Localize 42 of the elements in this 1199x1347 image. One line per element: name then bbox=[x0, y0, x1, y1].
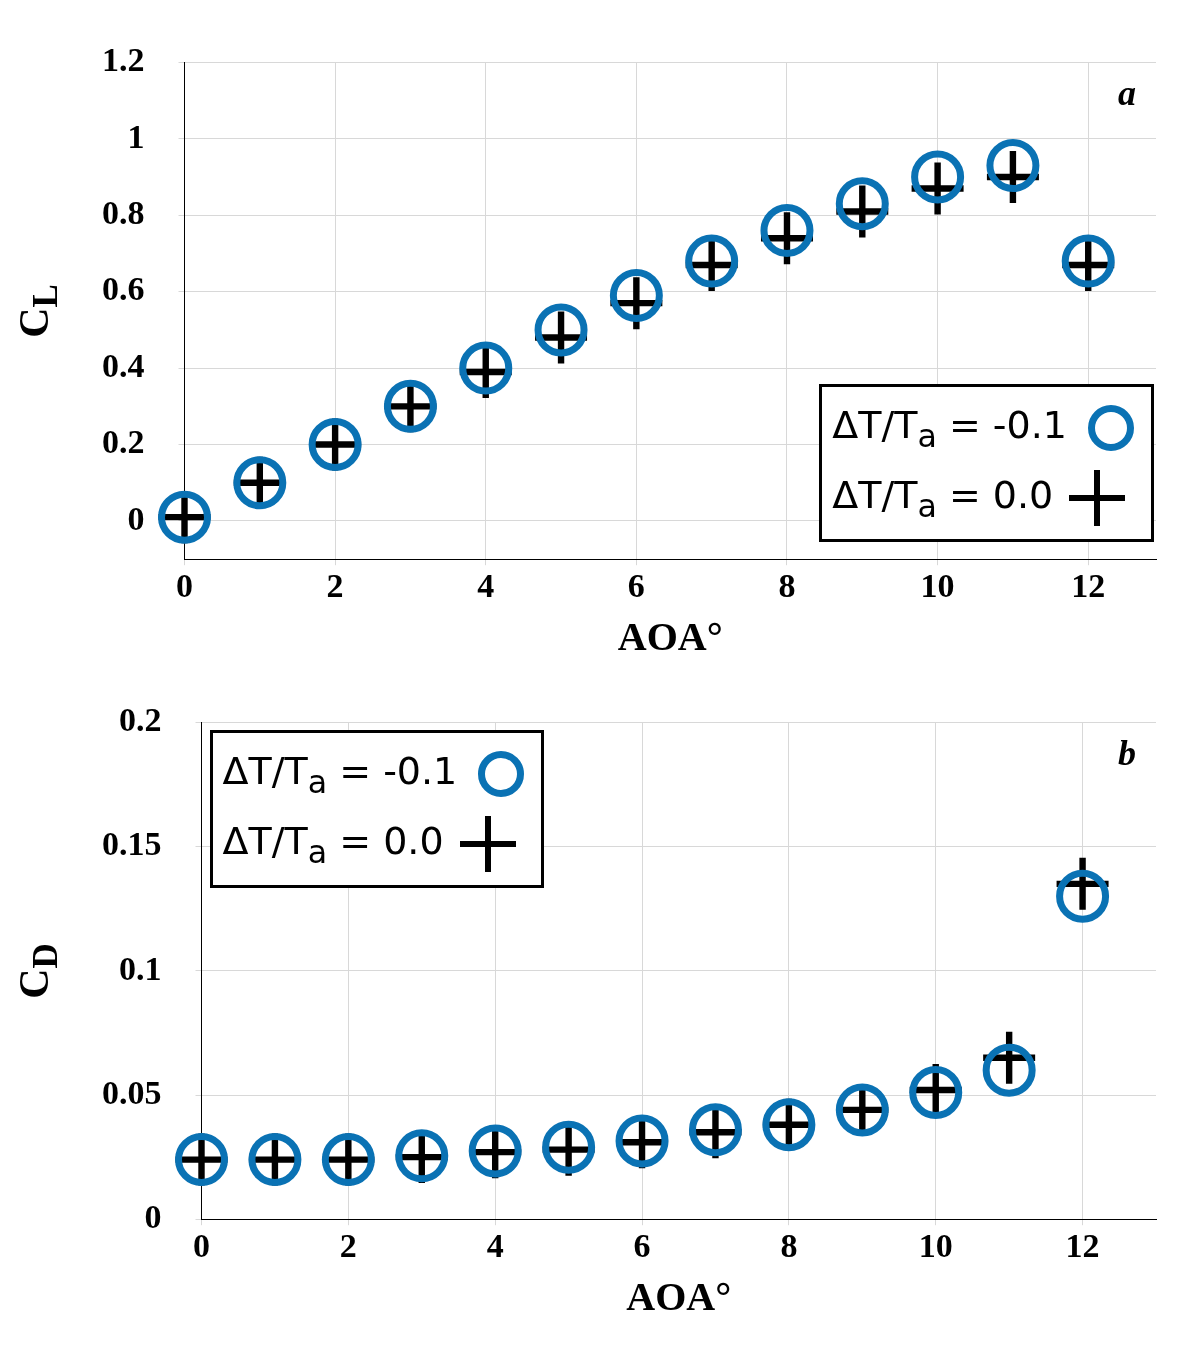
x-tick-label: 2 bbox=[326, 567, 344, 605]
point bbox=[911, 150, 965, 204]
y-tick-label: 0.15 bbox=[102, 825, 162, 863]
legend-label: ΔT/T$_{a}$ = -0.1 bbox=[832, 402, 1067, 454]
x-tick-label: 6 bbox=[633, 1227, 651, 1265]
x-tick-label: 10 bbox=[920, 567, 955, 605]
point bbox=[1056, 869, 1110, 923]
point bbox=[760, 204, 814, 258]
y-tick-label: 0 bbox=[144, 1197, 162, 1235]
point bbox=[534, 303, 588, 357]
x-tick-label: 0 bbox=[193, 1227, 210, 1265]
x-axis-title: AOA° bbox=[617, 614, 723, 660]
point bbox=[982, 1043, 1036, 1097]
legend-label: ΔT/T$_{a}$ = 0.0 bbox=[222, 819, 444, 870]
x-tick-label: 2 bbox=[339, 1227, 357, 1265]
x-axis-title: AOA° bbox=[626, 1274, 732, 1320]
legend-label: ΔT/T$_{a}$ = -0.1 bbox=[222, 749, 458, 800]
y-tick-label: 0 bbox=[127, 499, 145, 537]
x-tick-label: 4 bbox=[477, 567, 495, 605]
x-tick-label: 12 bbox=[1065, 1227, 1100, 1265]
y-tick-label: 0.4 bbox=[102, 346, 145, 384]
point bbox=[835, 177, 889, 231]
x-tick-label: 4 bbox=[486, 1227, 504, 1265]
x-tick-label: 6 bbox=[627, 567, 645, 605]
y-tick-label: 1 bbox=[127, 117, 145, 155]
y-tick-label: 0.1 bbox=[119, 949, 162, 987]
annotation: b bbox=[1118, 732, 1136, 773]
annotation: a bbox=[1118, 72, 1136, 113]
x-tick-label: 8 bbox=[778, 567, 796, 605]
y-tick-label: 0.2 bbox=[102, 423, 145, 461]
y-tick-label: 1.2 bbox=[102, 41, 145, 79]
point bbox=[609, 269, 663, 323]
point bbox=[986, 139, 1040, 193]
x-tick-label: 0 bbox=[176, 567, 193, 605]
x-tick-label: 8 bbox=[780, 1227, 798, 1265]
y-tick-label: 0.8 bbox=[102, 194, 145, 232]
x-tick-label: 12 bbox=[1071, 567, 1106, 605]
y-tick-label: 0.05 bbox=[102, 1073, 162, 1111]
x-tick-label: 10 bbox=[918, 1227, 953, 1265]
legend-label: ΔT/T$_{a}$ = 0.0 bbox=[832, 472, 1054, 524]
y-tick-label: 0.2 bbox=[119, 701, 162, 739]
y-tick-label: 0.6 bbox=[102, 270, 145, 308]
